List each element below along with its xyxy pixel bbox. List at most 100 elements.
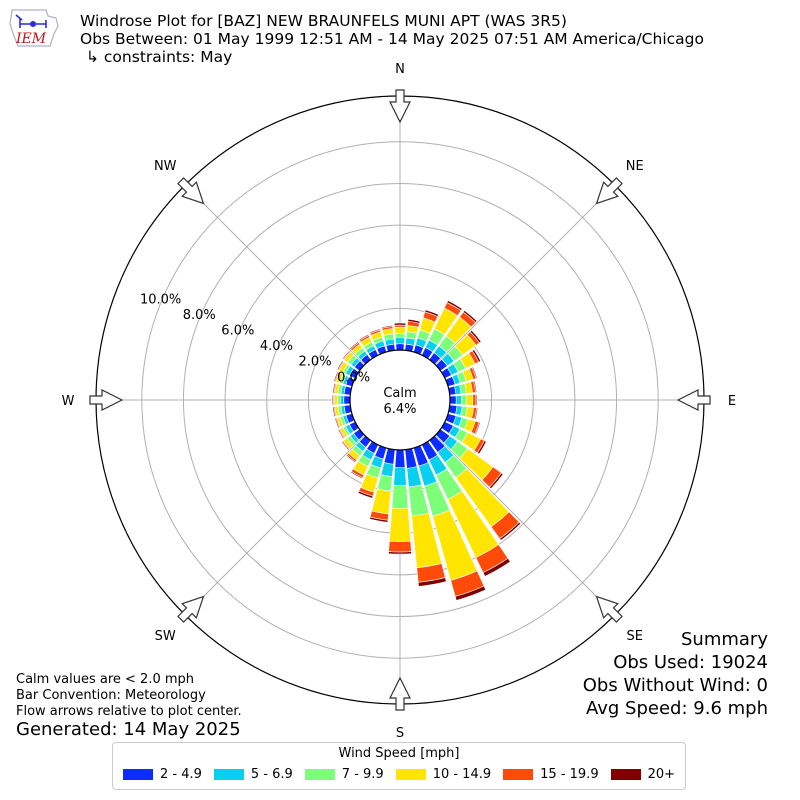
- wind-bar-segment: [334, 394, 339, 406]
- logo-text: IEM: [15, 31, 47, 47]
- flow-arrow-icon: [389, 89, 411, 124]
- wind-bar-segment: [332, 382, 336, 394]
- compass-label: NW: [154, 159, 177, 174]
- flow-arrow-icon: [595, 595, 623, 623]
- wind-bar-segment: [337, 394, 342, 406]
- compass-label: E: [728, 394, 736, 409]
- compass-label: NE: [626, 159, 644, 174]
- radial-tick-label: 2.0%: [299, 355, 332, 370]
- legend-item: 20+: [610, 767, 675, 782]
- compass-label: SE: [627, 629, 643, 644]
- summary-obs-used: Obs Used: 19024: [613, 652, 768, 673]
- wind-bar-segment: [417, 577, 447, 587]
- legend-item: 2 - 4.9: [122, 767, 202, 782]
- wind-bar-segment: [394, 449, 406, 468]
- wind-bar-segment: [389, 507, 411, 542]
- wind-bar-segment: [332, 394, 334, 406]
- chart-title: Windrose Plot for [BAZ] NEW BRAUNFELS MU…: [80, 12, 704, 66]
- wind-bar-segment: [342, 350, 351, 360]
- flow-arrow-icon: [389, 676, 411, 711]
- wind-bar-segment: [499, 521, 522, 541]
- wind-bar-segment: [388, 540, 412, 553]
- wind-bar-segment: [349, 341, 360, 350]
- wind-bar-segment: [424, 309, 439, 317]
- wind-bar-segment: [350, 470, 363, 480]
- flow-arrow-icon: [676, 389, 711, 411]
- summary-block: Summary Obs Used: 19024 Obs Without Wind…: [583, 628, 768, 720]
- legend-swatch: [503, 769, 534, 780]
- wind-bar-segment: [333, 371, 339, 383]
- compass-label: S: [396, 726, 404, 741]
- legend-items: 2 - 4.9 5 - 6.9 7 - 9.9 10 - 14.9 15 - 19.9 2…: [113, 767, 685, 782]
- wind-bar-segment: [369, 328, 381, 334]
- note-bar-convention: Bar Convention: Meteorology: [16, 688, 206, 703]
- wind-bar-segment: [334, 417, 340, 429]
- wind-bar-segment: [394, 326, 406, 334]
- direction-bars: [332, 300, 522, 601]
- wind-bar-segment: [454, 585, 487, 601]
- legend-swatch: [610, 769, 641, 780]
- legend-swatch: [304, 769, 335, 780]
- compass-label: SW: [155, 629, 176, 644]
- direction-spoke: [184, 184, 401, 401]
- wind-bar-segment: [474, 407, 479, 420]
- legend-item: 5 - 6.9: [213, 767, 293, 782]
- wind-bar-segment: [380, 462, 394, 478]
- calm-label: Calm: [383, 386, 416, 401]
- legend-label: 15 - 19.9: [540, 767, 599, 782]
- wind-bar-segment: [394, 337, 406, 345]
- radial-tick-label: 10.0%: [140, 292, 181, 307]
- direction-spoke: [399, 399, 616, 616]
- summary-obs-without-wind: Obs Without Wind: 0: [582, 675, 768, 696]
- legend-item: 15 - 19.9: [503, 767, 599, 782]
- legend-swatch: [122, 769, 153, 780]
- wind-bar-segment: [407, 318, 421, 324]
- wind-bar-segment: [341, 440, 350, 451]
- wind-bar-segment: [358, 333, 370, 342]
- legend-label: 7 - 9.9: [341, 767, 384, 782]
- radial-tick-label: 4.0%: [260, 339, 293, 354]
- calm-circle: [349, 349, 451, 451]
- radial-tick-label: 0.0%: [337, 370, 370, 385]
- wind-bar-segment: [337, 428, 345, 440]
- legend-item: 7 - 9.9: [304, 767, 384, 782]
- wind-bar-segment: [489, 472, 504, 490]
- wind-bar-segment: [343, 395, 351, 405]
- wind-bar-segment: [391, 484, 409, 509]
- wind-bar-segment: [446, 300, 463, 311]
- wind-bar-segment: [472, 393, 477, 407]
- plot-notes: Calm values are < 2.0 mph Bar Convention…: [16, 672, 242, 720]
- title-line-1: Windrose Plot for [BAZ] NEW BRAUNFELS MU…: [80, 12, 567, 30]
- summary-title: Summary: [681, 629, 768, 650]
- wind-bar-segment: [455, 395, 462, 405]
- wind-bar-segment: [471, 349, 482, 363]
- wind-bar-segment: [449, 395, 457, 405]
- wind-bar-segment: [336, 360, 344, 371]
- wind-bar-segment: [469, 329, 482, 344]
- wind-bar-segment: [393, 467, 407, 486]
- legend-label: 10 - 14.9: [432, 767, 492, 782]
- wind-bar-segment: [462, 309, 478, 323]
- summary-avg-speed: Avg Speed: 9.6 mph: [586, 698, 768, 719]
- flow-arrow-icon: [89, 389, 124, 411]
- legend-label: 5 - 6.9: [250, 767, 293, 782]
- wind-bar-segment: [473, 380, 478, 393]
- wind-bar-segment: [381, 325, 393, 329]
- compass-label: W: [62, 394, 75, 409]
- wind-bar-segment: [394, 333, 406, 339]
- wind-bar-segment: [345, 453, 357, 464]
- wind-bar-segment: [371, 488, 392, 515]
- wind-bar-segment: [357, 490, 374, 499]
- flow-arrow-icon: [177, 177, 205, 205]
- compass-label: N: [395, 62, 405, 77]
- wind-bar-segment: [340, 395, 345, 405]
- legend-title: Wind Speed [mph]: [338, 746, 460, 761]
- title-line-2: Obs Between: 01 May 1999 12:51 AM - 14 M…: [80, 30, 704, 48]
- wind-bar-segment: [477, 440, 487, 455]
- direction-spoke: [399, 184, 616, 401]
- legend-item: 10 - 14.9: [395, 767, 492, 782]
- wind-bar-segment: [377, 474, 393, 492]
- note-flow-arrows: Flow arrows relative to plot center.: [16, 704, 242, 719]
